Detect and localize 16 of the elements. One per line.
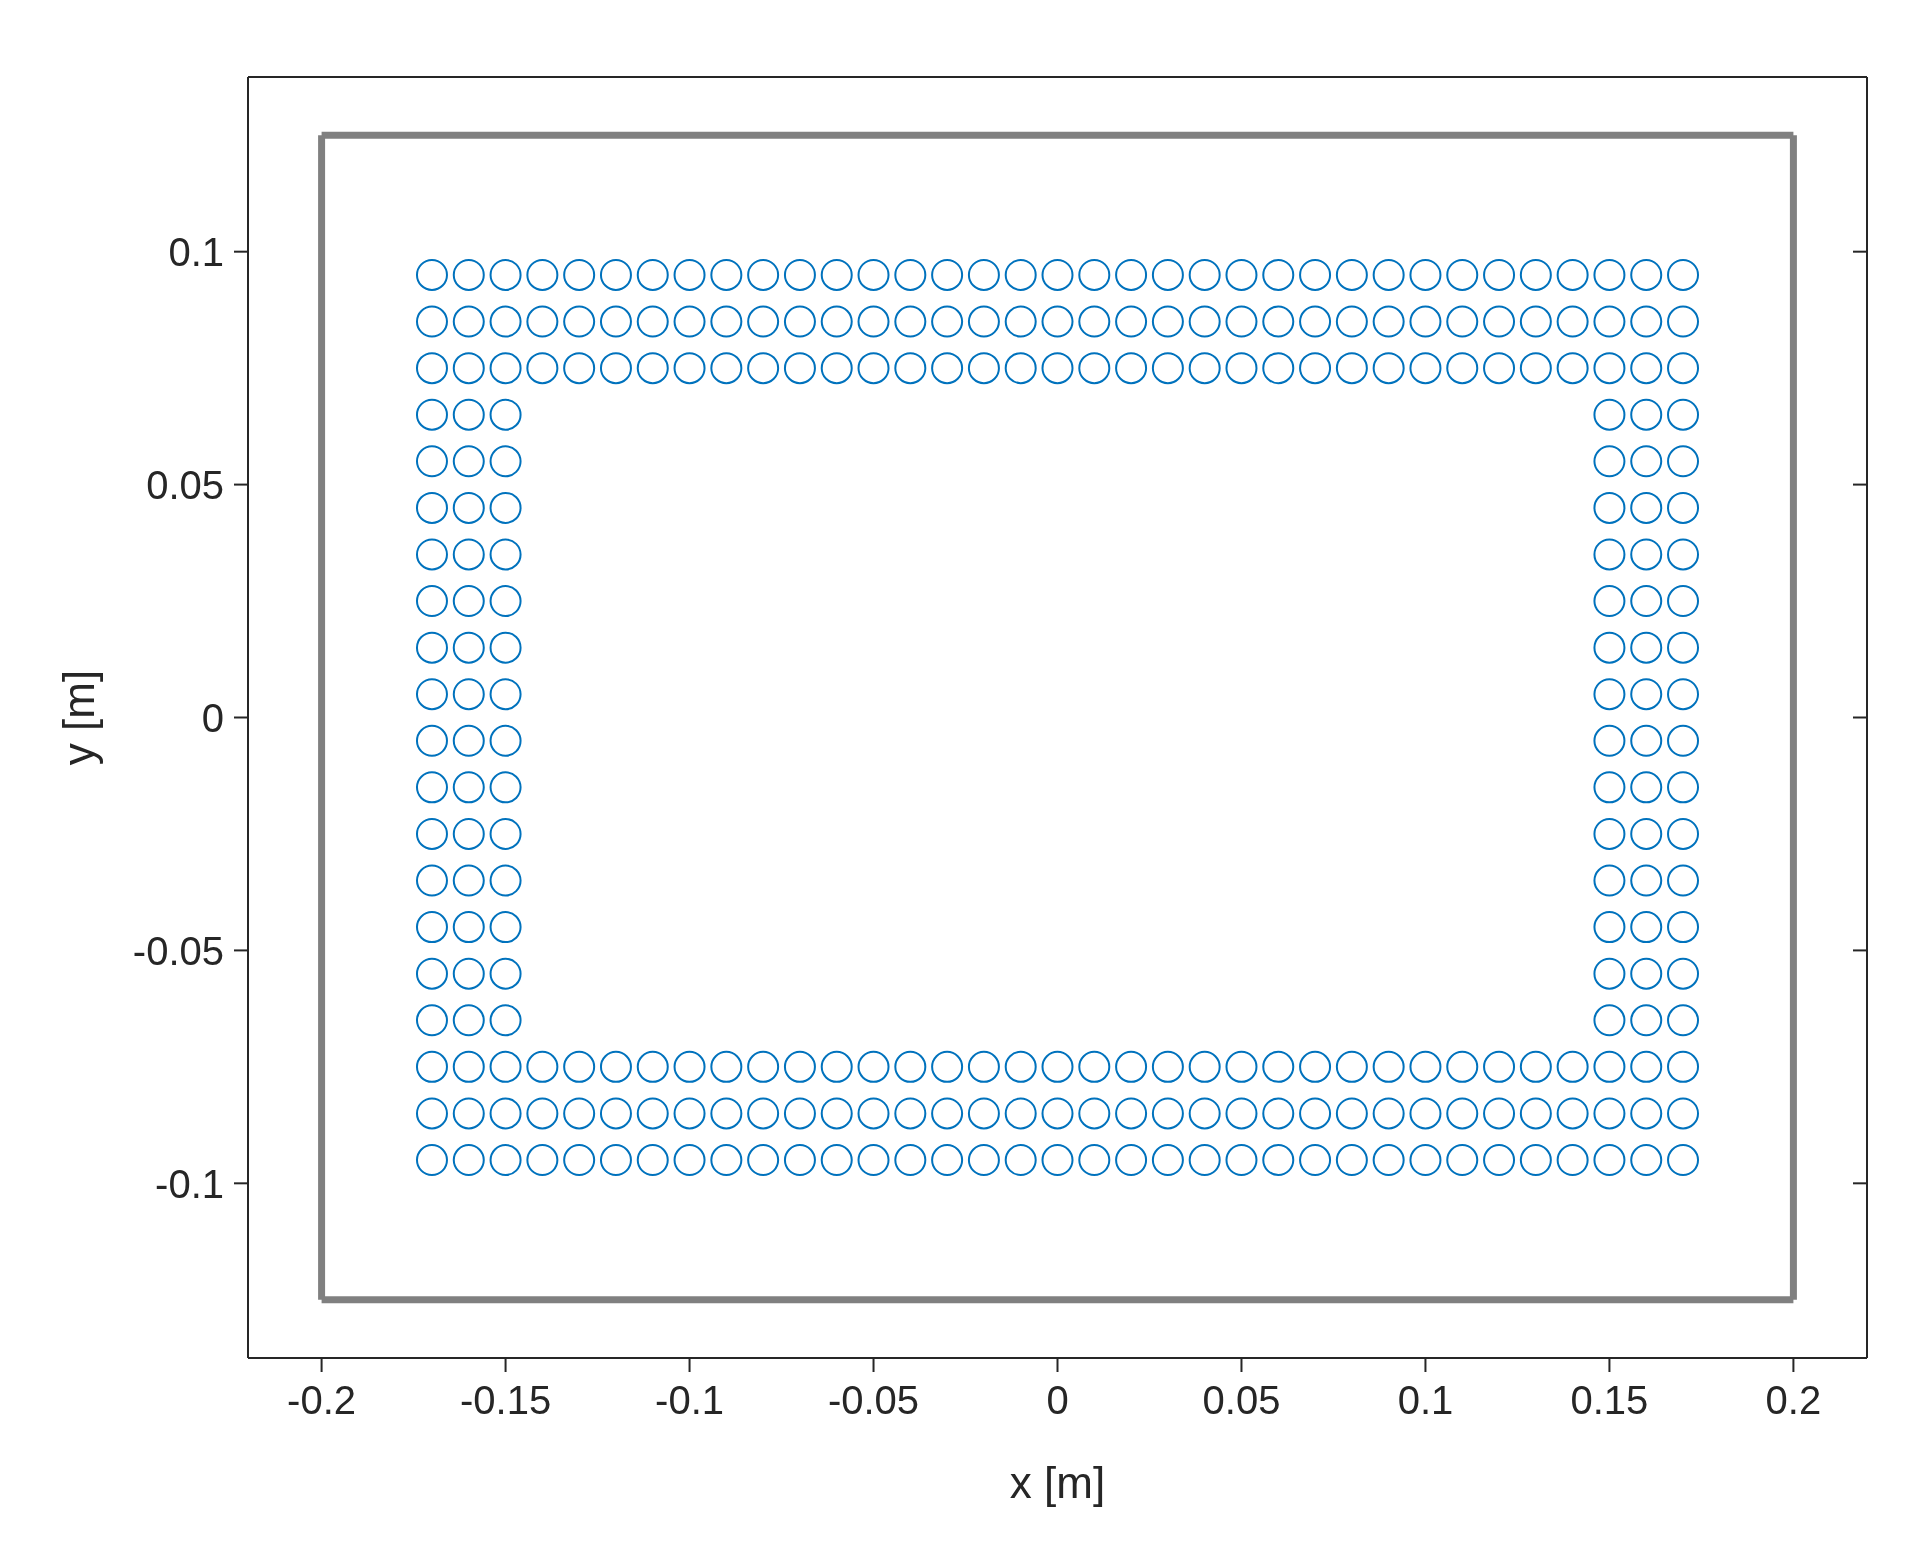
x-tick-label: -0.15	[459, 1378, 552, 1423]
y-tick-label: -0.1	[155, 1161, 224, 1206]
x-axis-title: x [m]	[1009, 1458, 1106, 1507]
x-tick-label: -0.1	[655, 1378, 725, 1423]
x-tick-label: -0.2	[287, 1378, 357, 1423]
x-tick-label: 0.05	[1202, 1378, 1281, 1423]
y-tick-label: -0.05	[132, 928, 224, 973]
y-tick-label: 0.05	[146, 462, 224, 507]
x-tick-label: -0.05	[827, 1378, 920, 1423]
y-axis-title: y [m]	[53, 669, 103, 766]
y-tick-label: 0	[201, 695, 224, 740]
x-tick-label: 0.15	[1570, 1378, 1649, 1423]
x-tick-label: 0.1	[1397, 1378, 1454, 1423]
y-tick-label: 0.1	[168, 229, 224, 274]
x-tick-label: 0	[1046, 1378, 1069, 1423]
x-tick-label: 0.2	[1765, 1378, 1822, 1423]
